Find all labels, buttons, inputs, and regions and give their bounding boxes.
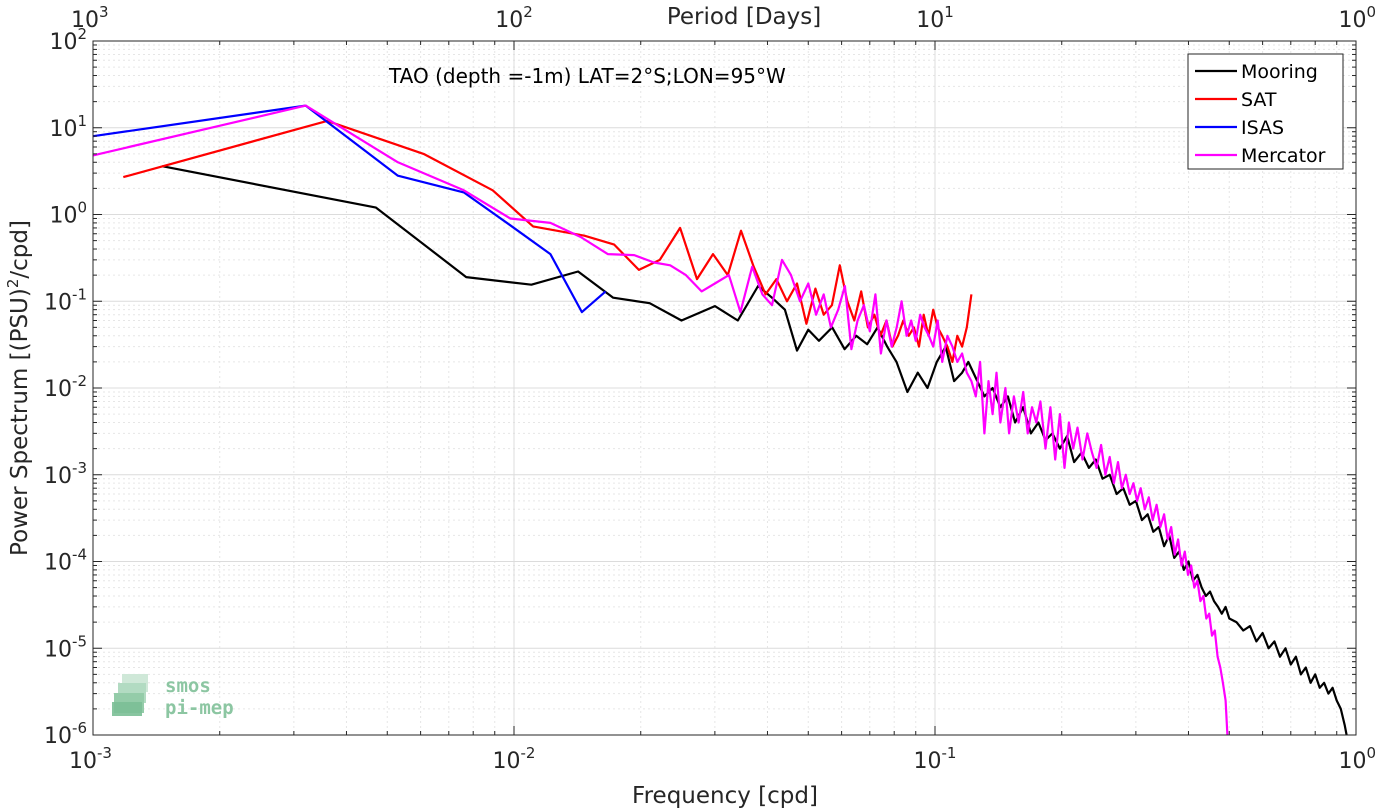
y-tick-label: 10-3 [44,459,87,489]
x-tick-label: 100 [1338,744,1376,774]
top-tick-label: 103 [71,3,109,33]
top-tick-label: 101 [916,3,954,33]
y-axis-title: Power Spectrum [(PSU)2/cpd] [4,220,33,556]
y-tick-label: 10-6 [44,719,87,749]
y-axis-title-sup: 2 [4,279,22,289]
top-tick-label: 102 [495,3,533,33]
logo-layers-icon [112,674,148,716]
series-line-isas [92,104,607,314]
series-line-mercator [92,104,1229,736]
y-axis-title-main: Power Spectrum [(PSU) [7,288,33,556]
y-tick-label: 102 [49,25,87,55]
series-line-mooring [161,165,1348,736]
y-tick-label: 10-4 [44,546,87,576]
y-tick-label: 10-5 [44,632,87,662]
legend-label-mercator: Mercator [1241,145,1326,167]
chart-annotation: TAO (depth =-1m) LAT=2°S;LON=95°W [388,64,786,88]
legend: Mooring SAT ISAS Mercator [1187,53,1344,170]
y-axis-title-tail: /cpd] [7,220,33,279]
y-tick-label: 10-1 [44,285,87,315]
legend-label-mooring: Mooring [1241,61,1318,83]
legend-label-isas: ISAS [1241,117,1284,139]
logo-text-pi-mep: pi-mep [165,697,234,719]
logo-text-smos: smos [165,675,211,697]
smos-pi-mep-logo: smos pi-mep [112,674,234,719]
x-tick-label: 10-3 [69,744,112,774]
series-layer [92,104,1348,736]
legend-label-sat: SAT [1241,89,1277,111]
y-tick-label: 101 [49,112,87,142]
x-tick-label: 10-2 [493,744,536,774]
y-tick-label: 100 [49,199,87,229]
x-tick-label: 10-1 [914,744,957,774]
top-tick-label: 100 [1338,3,1376,33]
legend-box [1187,53,1344,170]
x-axis-title: Frequency [cpd] [632,783,818,809]
y-tick-label: 10-2 [44,372,87,402]
series-line-sat [123,119,973,363]
top-axis-title: Period [Days] [667,4,821,30]
legend-items: Mooring SAT ISAS Mercator [1195,61,1326,167]
axis-ticks [92,40,1357,736]
